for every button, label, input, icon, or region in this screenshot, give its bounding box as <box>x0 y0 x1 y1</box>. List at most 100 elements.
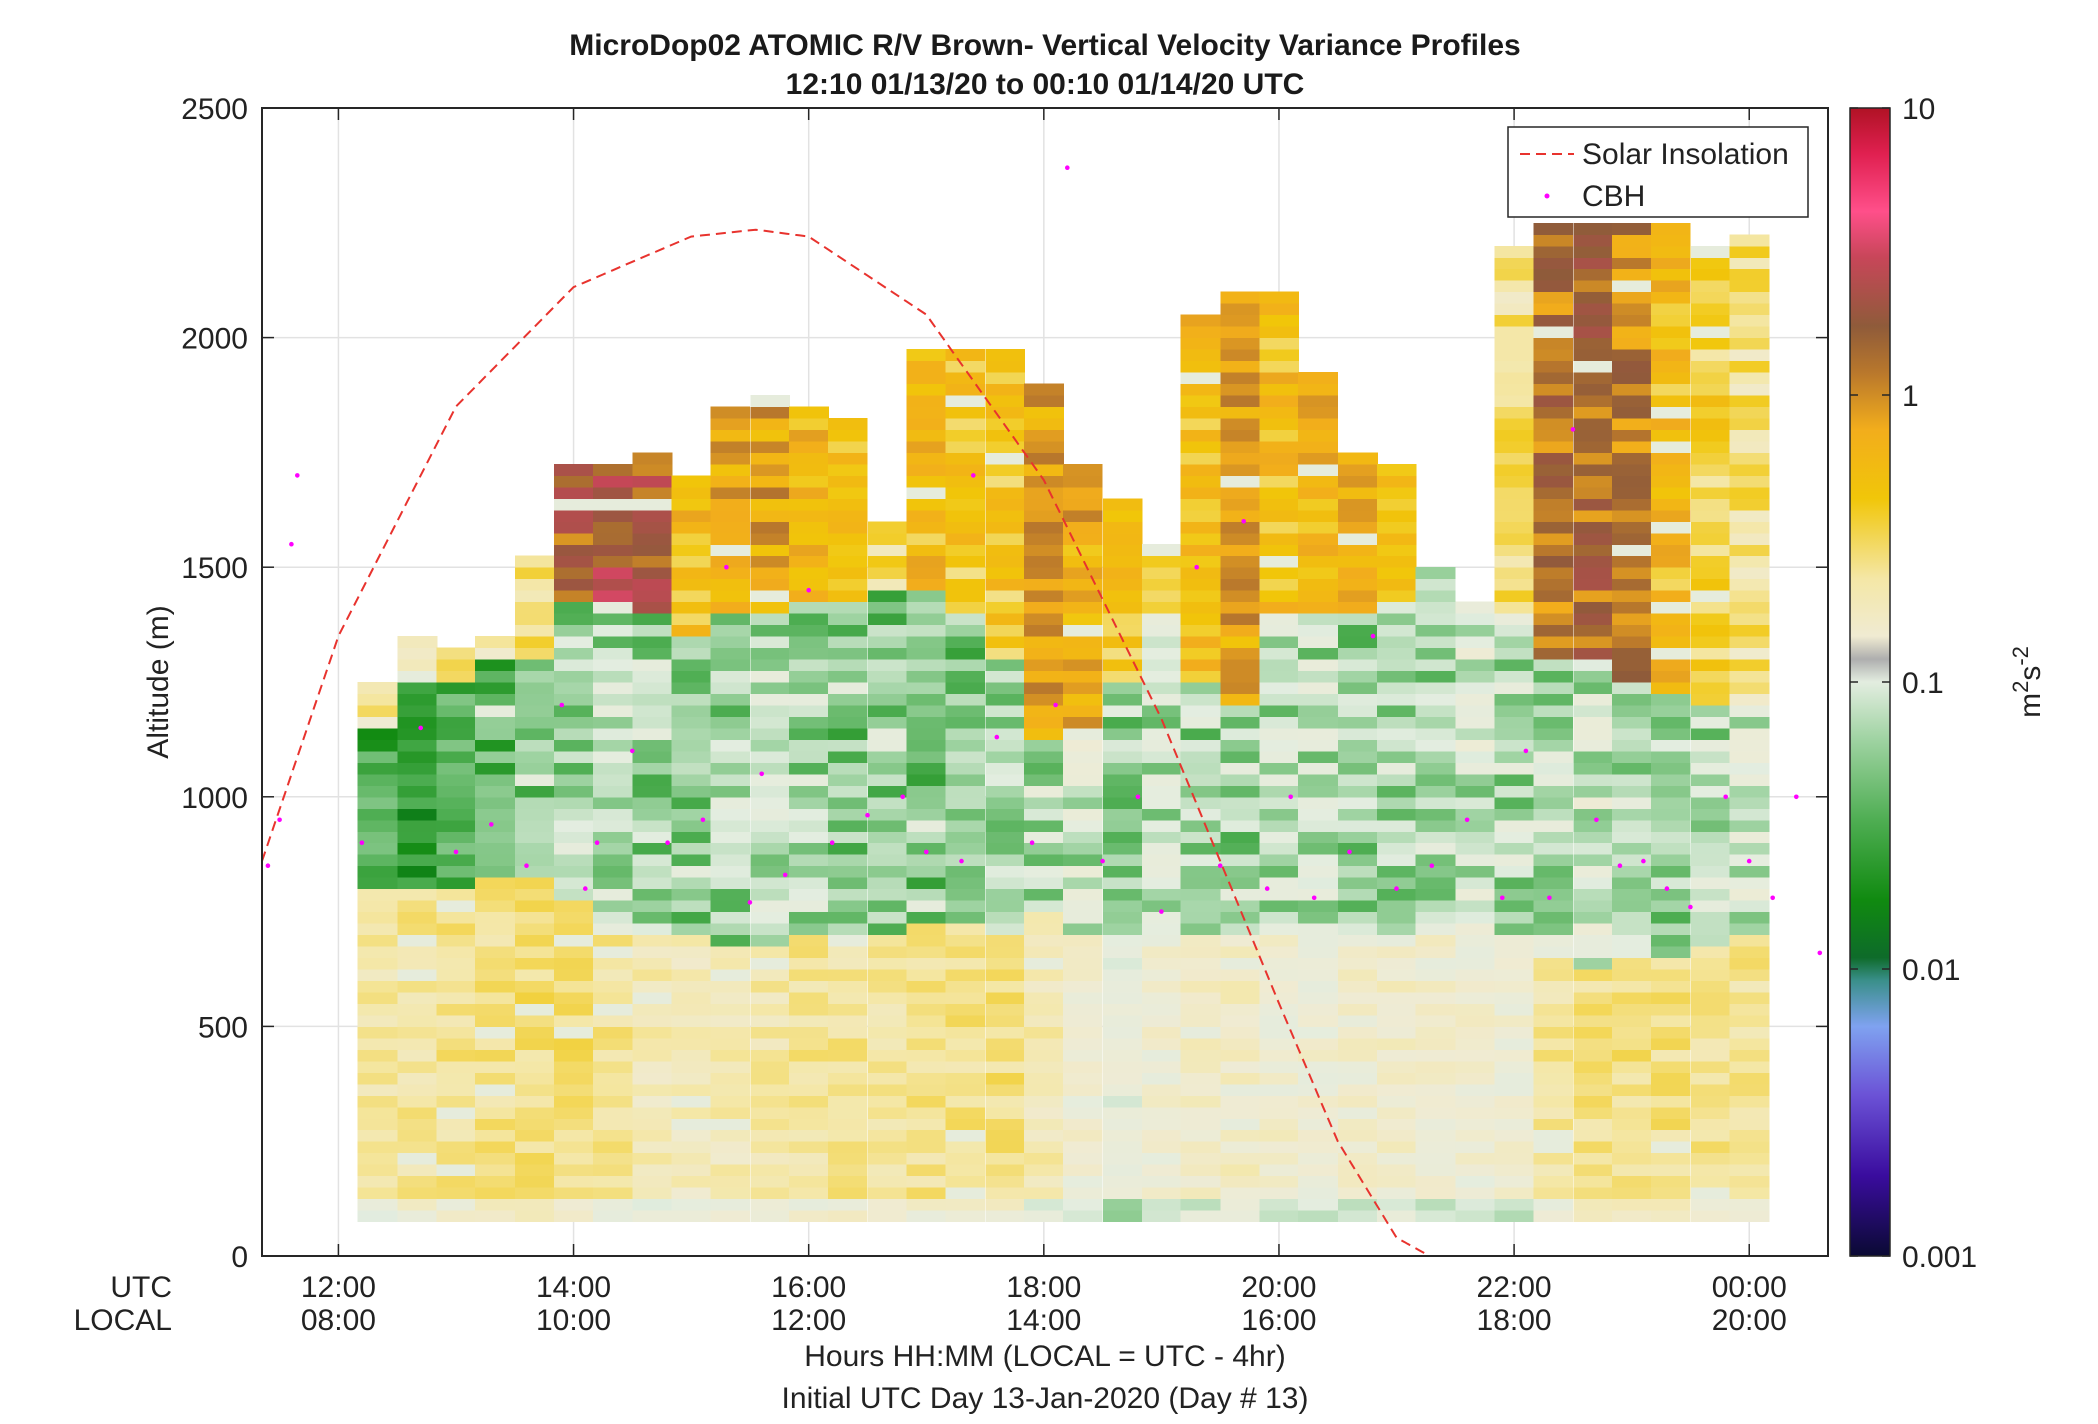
heatmap-cell <box>592 567 633 580</box>
cbh-point <box>665 840 670 845</box>
heatmap-cell <box>357 1198 398 1211</box>
heatmap-cell <box>397 739 438 752</box>
heatmap-cell <box>1298 911 1338 924</box>
heatmap-cell <box>1103 727 1143 740</box>
heatmap-cell <box>1612 1198 1652 1211</box>
heatmap-cell <box>1729 463 1770 476</box>
heatmap-cell <box>515 1118 555 1131</box>
heatmap-cell <box>1259 601 1300 614</box>
heatmap-cell <box>1259 854 1300 867</box>
heatmap-cell <box>1494 624 1535 637</box>
heatmap-cell <box>906 796 947 809</box>
heatmap-cell <box>1455 647 1496 660</box>
heatmap-cell <box>1533 1095 1573 1108</box>
heatmap-cell <box>1415 1060 1456 1073</box>
heatmap-cell <box>867 911 908 924</box>
heatmap-cell <box>1141 865 1182 878</box>
heatmap-cell <box>1690 1060 1731 1073</box>
heatmap-cell <box>1690 280 1731 293</box>
heatmap-cell <box>632 762 673 775</box>
heatmap-cell <box>985 819 1026 832</box>
heatmap-cell <box>632 1072 673 1085</box>
heatmap-cell <box>1612 1164 1652 1177</box>
heatmap-cell <box>1298 1095 1338 1108</box>
heatmap-cell <box>1220 647 1261 660</box>
heatmap-cell <box>750 521 790 534</box>
heatmap-cell <box>906 854 947 867</box>
cbh-point <box>289 541 294 547</box>
heatmap-cell <box>1690 773 1731 786</box>
heatmap-cell <box>1220 1003 1261 1016</box>
heatmap-cell <box>554 1187 594 1200</box>
heatmap-cell <box>554 739 594 752</box>
heatmap-cell <box>436 888 477 901</box>
heatmap-cell <box>1494 1003 1535 1016</box>
cbh-point <box>900 794 905 800</box>
heatmap-cell <box>1141 877 1182 890</box>
heatmap-cell <box>1220 303 1261 316</box>
heatmap-cell <box>554 475 594 488</box>
heatmap-cell <box>397 1106 438 1119</box>
heatmap-cell <box>1376 1198 1417 1211</box>
heatmap-cell <box>985 705 1026 717</box>
heatmap-cell <box>750 1072 790 1085</box>
colorbar-tick-label: 0.01 <box>1902 954 1960 987</box>
heatmap-cell <box>592 969 633 981</box>
heatmap-cell <box>1690 819 1731 832</box>
heatmap-cell <box>1376 900 1417 913</box>
heatmap-cell <box>436 923 477 936</box>
heatmap-cell <box>1180 727 1221 740</box>
heatmap-cell <box>515 659 555 671</box>
heatmap-cell <box>1338 1118 1378 1131</box>
heatmap-cell <box>710 578 750 591</box>
heatmap-cell <box>1376 682 1417 694</box>
heatmap-cell <box>475 750 515 763</box>
heatmap-cell <box>1415 601 1456 614</box>
heatmap-cell <box>1024 406 1064 419</box>
heatmap-cell <box>1533 877 1573 890</box>
heatmap-cell <box>1690 854 1731 867</box>
heatmap-cell <box>750 1175 790 1188</box>
heatmap-cell <box>592 590 633 603</box>
heatmap-cell <box>1690 808 1731 821</box>
heatmap-cell <box>1338 946 1378 958</box>
heatmap-cell <box>1650 1037 1691 1050</box>
heatmap-cell <box>750 957 790 970</box>
heatmap-cell <box>397 1210 438 1223</box>
heatmap-cell <box>632 1187 673 1200</box>
heatmap-cell <box>515 1095 555 1108</box>
heatmap-cell <box>1220 992 1261 1004</box>
heatmap-cell <box>1494 486 1535 499</box>
heatmap-cell <box>1573 555 1613 568</box>
heatmap-cell <box>1612 509 1652 522</box>
heatmap-cell <box>397 980 438 993</box>
heatmap-cell <box>1338 659 1378 671</box>
heatmap-cell <box>827 842 868 855</box>
heatmap-cell <box>1024 647 1064 660</box>
heatmap-cell <box>1729 532 1770 545</box>
heatmap-cell <box>592 785 633 798</box>
heatmap-cell <box>1729 314 1770 327</box>
heatmap-cell <box>906 1049 947 1062</box>
heatmap-cell <box>827 1210 868 1223</box>
heatmap-cell <box>1063 1141 1103 1154</box>
heatmap-cell <box>436 762 477 775</box>
heatmap-cell <box>1338 842 1378 855</box>
heatmap-cell <box>1455 819 1496 832</box>
heatmap-cell <box>1573 888 1613 901</box>
cbh-point <box>1217 863 1223 868</box>
heatmap-cell <box>710 624 750 637</box>
heatmap-cell <box>710 475 750 488</box>
heatmap-cell <box>1338 624 1378 637</box>
heatmap-cell <box>1650 1129 1691 1142</box>
heatmap-cell <box>1180 1152 1221 1165</box>
heatmap-cell <box>554 946 594 958</box>
heatmap-cell <box>436 1164 477 1177</box>
heatmap-cell <box>906 567 947 580</box>
heatmap-cell <box>1063 980 1103 993</box>
heatmap-cell <box>945 693 986 706</box>
heatmap-cell <box>1650 521 1691 534</box>
heatmap-cell <box>1415 1106 1456 1119</box>
heatmap-cell <box>789 440 829 453</box>
heatmap-cell <box>906 1187 947 1200</box>
